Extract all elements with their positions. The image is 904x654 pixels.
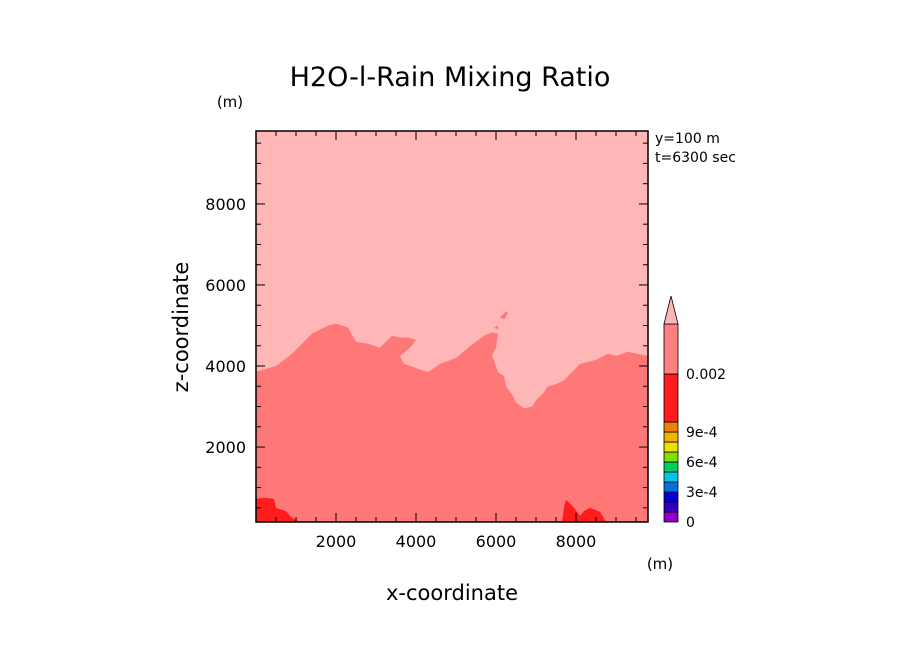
y-tick-label: 8000: [205, 195, 246, 214]
chart-title: H2O-l-Rain Mixing Ratio: [290, 62, 611, 93]
y-tick-label: 6000: [205, 276, 246, 295]
x-axis-label: x-coordinate: [386, 581, 518, 605]
small-patch-1: [494, 325, 498, 330]
main-region: [256, 323, 648, 522]
x-tick-label: 8000: [556, 532, 597, 551]
colorbar-tick-label: 9e-4: [686, 425, 718, 441]
colorbar-band: [663, 491, 679, 503]
colorbar-tick-label: 6e-4: [686, 455, 718, 471]
plot-frame: [255, 130, 649, 523]
annotation-t: t=6300 sec: [655, 150, 736, 166]
small-patch-0: [500, 311, 508, 320]
plot-area: [255, 130, 649, 523]
x-tick-label: 2000: [316, 532, 357, 551]
colorbar-band: [663, 323, 679, 375]
annotation-y: y=100 m: [655, 131, 720, 147]
y-axis-label: z-coordinate: [169, 262, 193, 393]
colorbar-band: [663, 441, 679, 453]
colorbar-band: [663, 421, 679, 433]
y-tick-label: 2000: [205, 438, 246, 457]
x-tick-label: 4000: [396, 532, 437, 551]
colorbar-tick-label: 3e-4: [686, 485, 718, 501]
y-axis: 2000 4000 6000 8000: [205, 142, 648, 509]
colorbar-band: [663, 471, 679, 483]
colorbar-band: [663, 501, 679, 513]
colorbar-band: [663, 461, 679, 473]
x-tick-label: 6000: [476, 532, 517, 551]
y-unit-label: (m): [217, 93, 243, 111]
y-tick-label: 4000: [205, 357, 246, 376]
colorbar-band: [663, 373, 679, 423]
x-axis: 2000 4000 6000 8000: [275, 131, 637, 551]
colorbar-extend: [663, 295, 679, 325]
x-unit-label: (m): [647, 555, 673, 573]
colorbar-band: [663, 451, 679, 463]
colorbar-band: [663, 431, 679, 443]
colorbar-tick-label: 0.002: [686, 367, 726, 383]
colorbar-band: [663, 511, 679, 523]
core-patch-1: [562, 499, 606, 522]
core-patch-0: [256, 497, 300, 522]
colorbar-band: [663, 481, 679, 493]
colorbar-tick-label: 0: [686, 515, 695, 531]
colorbar: 0 3e-4 6e-4 9e-4 0.002: [663, 295, 726, 531]
